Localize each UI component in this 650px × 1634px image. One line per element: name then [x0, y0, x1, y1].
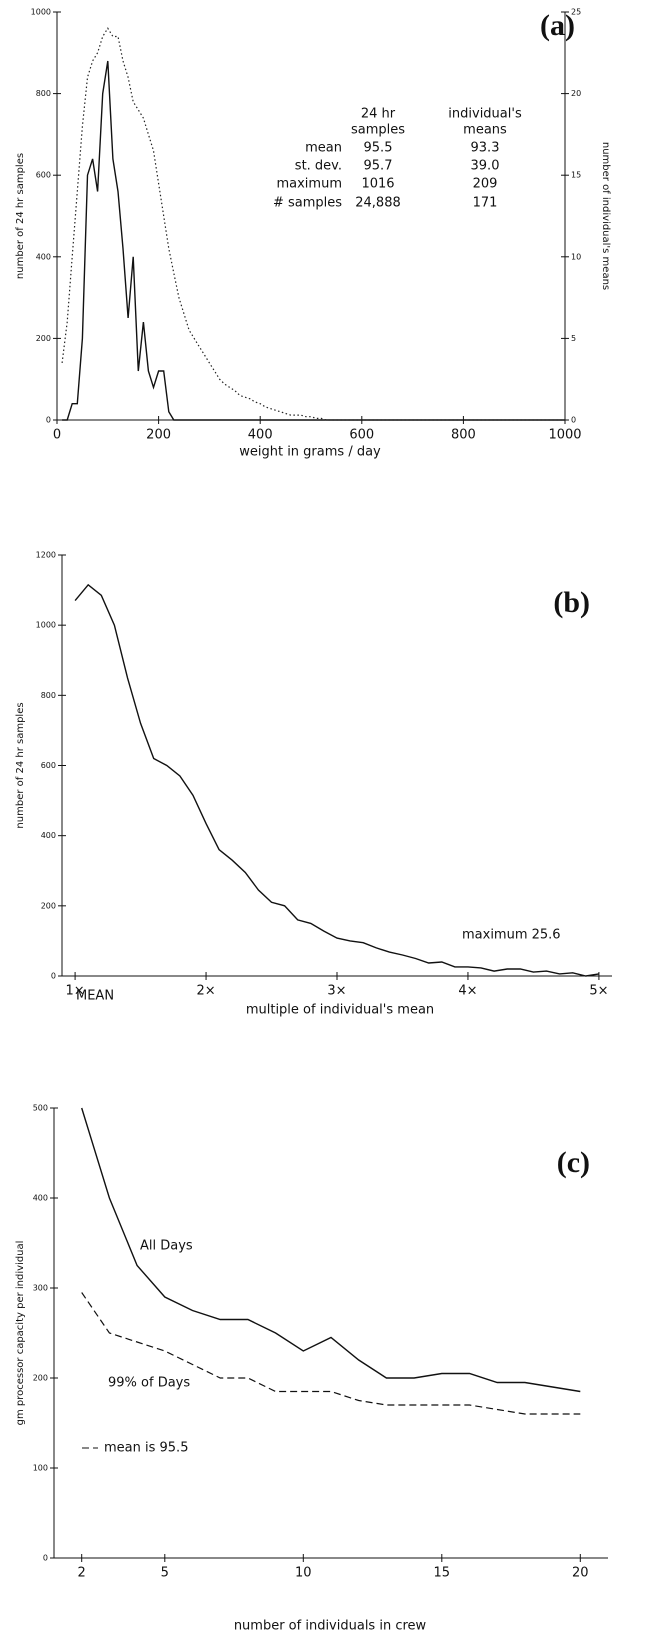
y-tick-label: 800: [36, 89, 51, 98]
x-tick-label: 600: [349, 428, 374, 443]
x-tick-label: 20: [572, 1566, 589, 1581]
y-tick-label: 1000: [36, 621, 56, 630]
x-tick-label: 5: [161, 1566, 169, 1581]
x-tick-label: 1×: [66, 984, 85, 999]
y-axis-label: number of 24 hr samples: [15, 702, 26, 828]
annotation: maximum 25.6: [462, 928, 561, 943]
x-tick-label: 15: [434, 1566, 451, 1581]
annotation: mean is 95.5: [104, 1441, 188, 1456]
x-tick-label: 1000: [548, 428, 581, 443]
series-line: [81, 1292, 581, 1415]
y-tick-label: 400: [41, 831, 56, 840]
x-tick-label: 200: [146, 428, 171, 443]
y2-tick-label: 10: [571, 252, 581, 261]
table-cell: 95.5: [364, 141, 393, 156]
annotation: MEAN: [76, 989, 114, 1004]
y-axis-label: gm processor capacity per individual: [15, 1241, 26, 1426]
y-tick-label: 300: [33, 1284, 48, 1293]
y-axis-label: number of 24 hr samples: [15, 153, 26, 279]
panel-label: (c): [557, 1146, 590, 1179]
table-cell: 209: [473, 177, 498, 192]
table-cell: 24,888: [355, 196, 401, 211]
annotation: All Days: [140, 1239, 193, 1254]
y-tick-label: 1000: [31, 8, 51, 17]
y-tick-label: 200: [36, 334, 51, 343]
table-cell: 1016: [361, 177, 394, 192]
y-tick-label: 800: [41, 691, 56, 700]
x-tick-label: 2: [78, 1566, 86, 1581]
y-tick-label: 500: [33, 1104, 48, 1113]
panel-label: (a): [540, 9, 575, 42]
table-row-label: mean: [305, 141, 342, 156]
y2-tick-label: 0: [571, 416, 576, 425]
table-row-label: maximum: [276, 177, 342, 192]
y-tick-label: 0: [46, 416, 51, 425]
table-header: samples: [351, 123, 405, 138]
y-tick-label: 100: [33, 1464, 48, 1473]
y2-tick-label: 25: [571, 8, 581, 17]
table-header: means: [463, 123, 507, 138]
table-cell: 171: [473, 196, 498, 211]
x-tick-label: 4×: [458, 984, 477, 999]
y-tick-label: 200: [33, 1374, 48, 1383]
x-tick-label: 2×: [196, 984, 215, 999]
series-line: [61, 27, 565, 421]
x-tick-label: 10: [295, 1566, 312, 1581]
x-tick-label: 5×: [589, 984, 608, 999]
y-tick-label: 0: [43, 1554, 48, 1563]
x-axis-label: weight in grams / day: [239, 445, 381, 460]
y-tick-label: 1200: [36, 551, 56, 560]
x-tick-label: 0: [53, 428, 61, 443]
table-row-label: st. dev.: [295, 159, 342, 174]
y2-tick-label: 20: [571, 89, 581, 98]
panel-label: (b): [553, 586, 590, 619]
series-line: [62, 60, 565, 421]
y-tick-label: 200: [41, 901, 56, 910]
x-tick-label: 400: [248, 428, 273, 443]
x-tick-label: 800: [451, 428, 476, 443]
table-cell: 93.3: [471, 141, 500, 156]
y2-tick-label: 15: [571, 171, 581, 180]
y-tick-label: 400: [36, 252, 51, 261]
y-tick-label: 0: [51, 972, 56, 981]
table-cell: 95.7: [364, 159, 393, 174]
table-header: individual's: [448, 107, 522, 122]
y2-axis-label: number of individual's means: [600, 142, 611, 290]
y-tick-label: 400: [33, 1194, 48, 1203]
y-tick-label: 600: [36, 171, 51, 180]
table-row-label: # samples: [273, 196, 342, 211]
table-header: 24 hr: [361, 107, 396, 122]
annotation: 99% of Days: [108, 1376, 190, 1391]
table-cell: 39.0: [471, 159, 500, 174]
y2-tick-label: 5: [571, 334, 576, 343]
x-axis-label: multiple of individual's mean: [246, 1003, 434, 1018]
y-tick-label: 600: [41, 761, 56, 770]
series-line: [81, 1107, 581, 1393]
x-tick-label: 3×: [327, 984, 346, 999]
x-axis-label: number of individuals in crew: [234, 1619, 427, 1634]
series-line: [74, 583, 600, 977]
